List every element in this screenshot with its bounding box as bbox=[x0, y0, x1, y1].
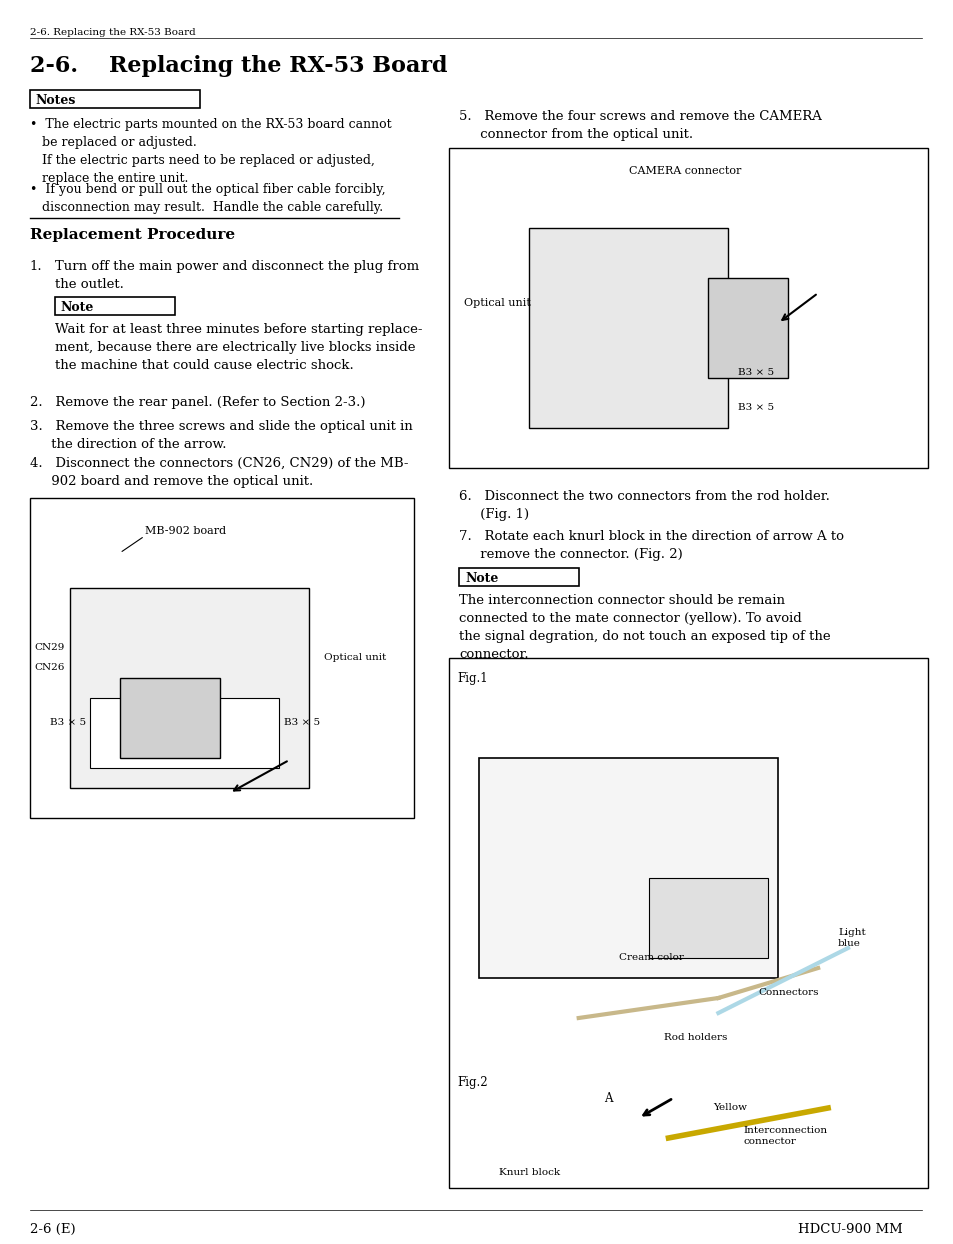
Text: CN26: CN26 bbox=[34, 663, 64, 672]
Bar bbox=[458, 569, 578, 586]
Text: Optical unit: Optical unit bbox=[324, 653, 386, 662]
Text: CAMERA connector: CAMERA connector bbox=[628, 165, 740, 175]
Text: 2-6. Replacing the RX-53 Board: 2-6. Replacing the RX-53 Board bbox=[30, 29, 195, 37]
Text: 6.   Disconnect the two connectors from the rod holder.
     (Fig. 1): 6. Disconnect the two connectors from th… bbox=[458, 490, 829, 521]
Text: B3 × 5: B3 × 5 bbox=[738, 403, 774, 412]
Text: Optical unit: Optical unit bbox=[463, 299, 530, 309]
Text: Rod holders: Rod holders bbox=[662, 1033, 726, 1042]
Text: Replacement Procedure: Replacement Procedure bbox=[30, 228, 234, 243]
Text: Knurl block: Knurl block bbox=[498, 1168, 559, 1177]
Text: Note: Note bbox=[61, 301, 94, 313]
Text: Cream color: Cream color bbox=[618, 953, 682, 962]
Text: •  The electric parts mounted on the RX-53 board cannot
   be replaced or adjust: • The electric parts mounted on the RX-5… bbox=[30, 118, 391, 185]
Bar bbox=[30, 90, 199, 108]
Text: •  If you bend or pull out the optical fiber cable forcibly,
   disconnection ma: • If you bend or pull out the optical fi… bbox=[30, 183, 385, 214]
Text: B3 × 5: B3 × 5 bbox=[50, 718, 86, 726]
Bar bbox=[90, 698, 279, 768]
Text: Fig.1: Fig.1 bbox=[456, 672, 487, 685]
Bar bbox=[120, 678, 219, 758]
Text: 5.   Remove the four screws and remove the CAMERA
     connector from the optica: 5. Remove the four screws and remove the… bbox=[458, 109, 821, 141]
Text: Interconnection
connector: Interconnection connector bbox=[742, 1126, 826, 1146]
Text: 2-6.    Replacing the RX-53 Board: 2-6. Replacing the RX-53 Board bbox=[30, 55, 447, 77]
Bar bbox=[70, 588, 309, 787]
Text: Fig.2: Fig.2 bbox=[456, 1076, 487, 1088]
Text: Connectors: Connectors bbox=[758, 988, 818, 996]
Bar bbox=[55, 297, 174, 315]
Text: Light
blue: Light blue bbox=[838, 928, 865, 948]
Text: 4.   Disconnect the connectors (CN26, CN29) of the MB-
     902 board and remove: 4. Disconnect the connectors (CN26, CN29… bbox=[30, 457, 408, 488]
Text: B3 × 5: B3 × 5 bbox=[284, 718, 320, 726]
Text: HDCU-900 MM: HDCU-900 MM bbox=[798, 1223, 902, 1237]
Bar bbox=[528, 228, 727, 428]
Bar bbox=[449, 148, 927, 468]
Text: CN29: CN29 bbox=[34, 643, 64, 652]
Text: MB-902 board: MB-902 board bbox=[145, 526, 226, 536]
Bar bbox=[30, 498, 414, 819]
Bar bbox=[449, 658, 927, 1188]
Text: Note: Note bbox=[464, 572, 497, 585]
Text: 2.   Remove the rear panel. (Refer to Section 2-3.): 2. Remove the rear panel. (Refer to Sect… bbox=[30, 396, 365, 409]
Text: Turn off the main power and disconnect the plug from
the outlet.: Turn off the main power and disconnect t… bbox=[55, 260, 418, 291]
Bar bbox=[478, 758, 778, 978]
Bar bbox=[708, 277, 787, 378]
Text: B3 × 5: B3 × 5 bbox=[738, 368, 774, 377]
Text: 3.   Remove the three screws and slide the optical unit in
     the direction of: 3. Remove the three screws and slide the… bbox=[30, 420, 413, 452]
Text: Notes: Notes bbox=[36, 95, 76, 107]
Text: Wait for at least three minutes before starting replace-
ment, because there are: Wait for at least three minutes before s… bbox=[55, 323, 422, 372]
Text: Yellow: Yellow bbox=[713, 1103, 746, 1112]
Text: The interconnection connector should be remain
connected to the mate connector (: The interconnection connector should be … bbox=[458, 593, 830, 661]
Bar bbox=[648, 878, 767, 958]
Text: A: A bbox=[603, 1092, 612, 1105]
Text: 7.   Rotate each knurl block in the direction of arrow A to
     remove the conn: 7. Rotate each knurl block in the direct… bbox=[458, 530, 843, 561]
Text: 1.: 1. bbox=[30, 260, 43, 272]
Text: 2-6 (E): 2-6 (E) bbox=[30, 1223, 75, 1237]
